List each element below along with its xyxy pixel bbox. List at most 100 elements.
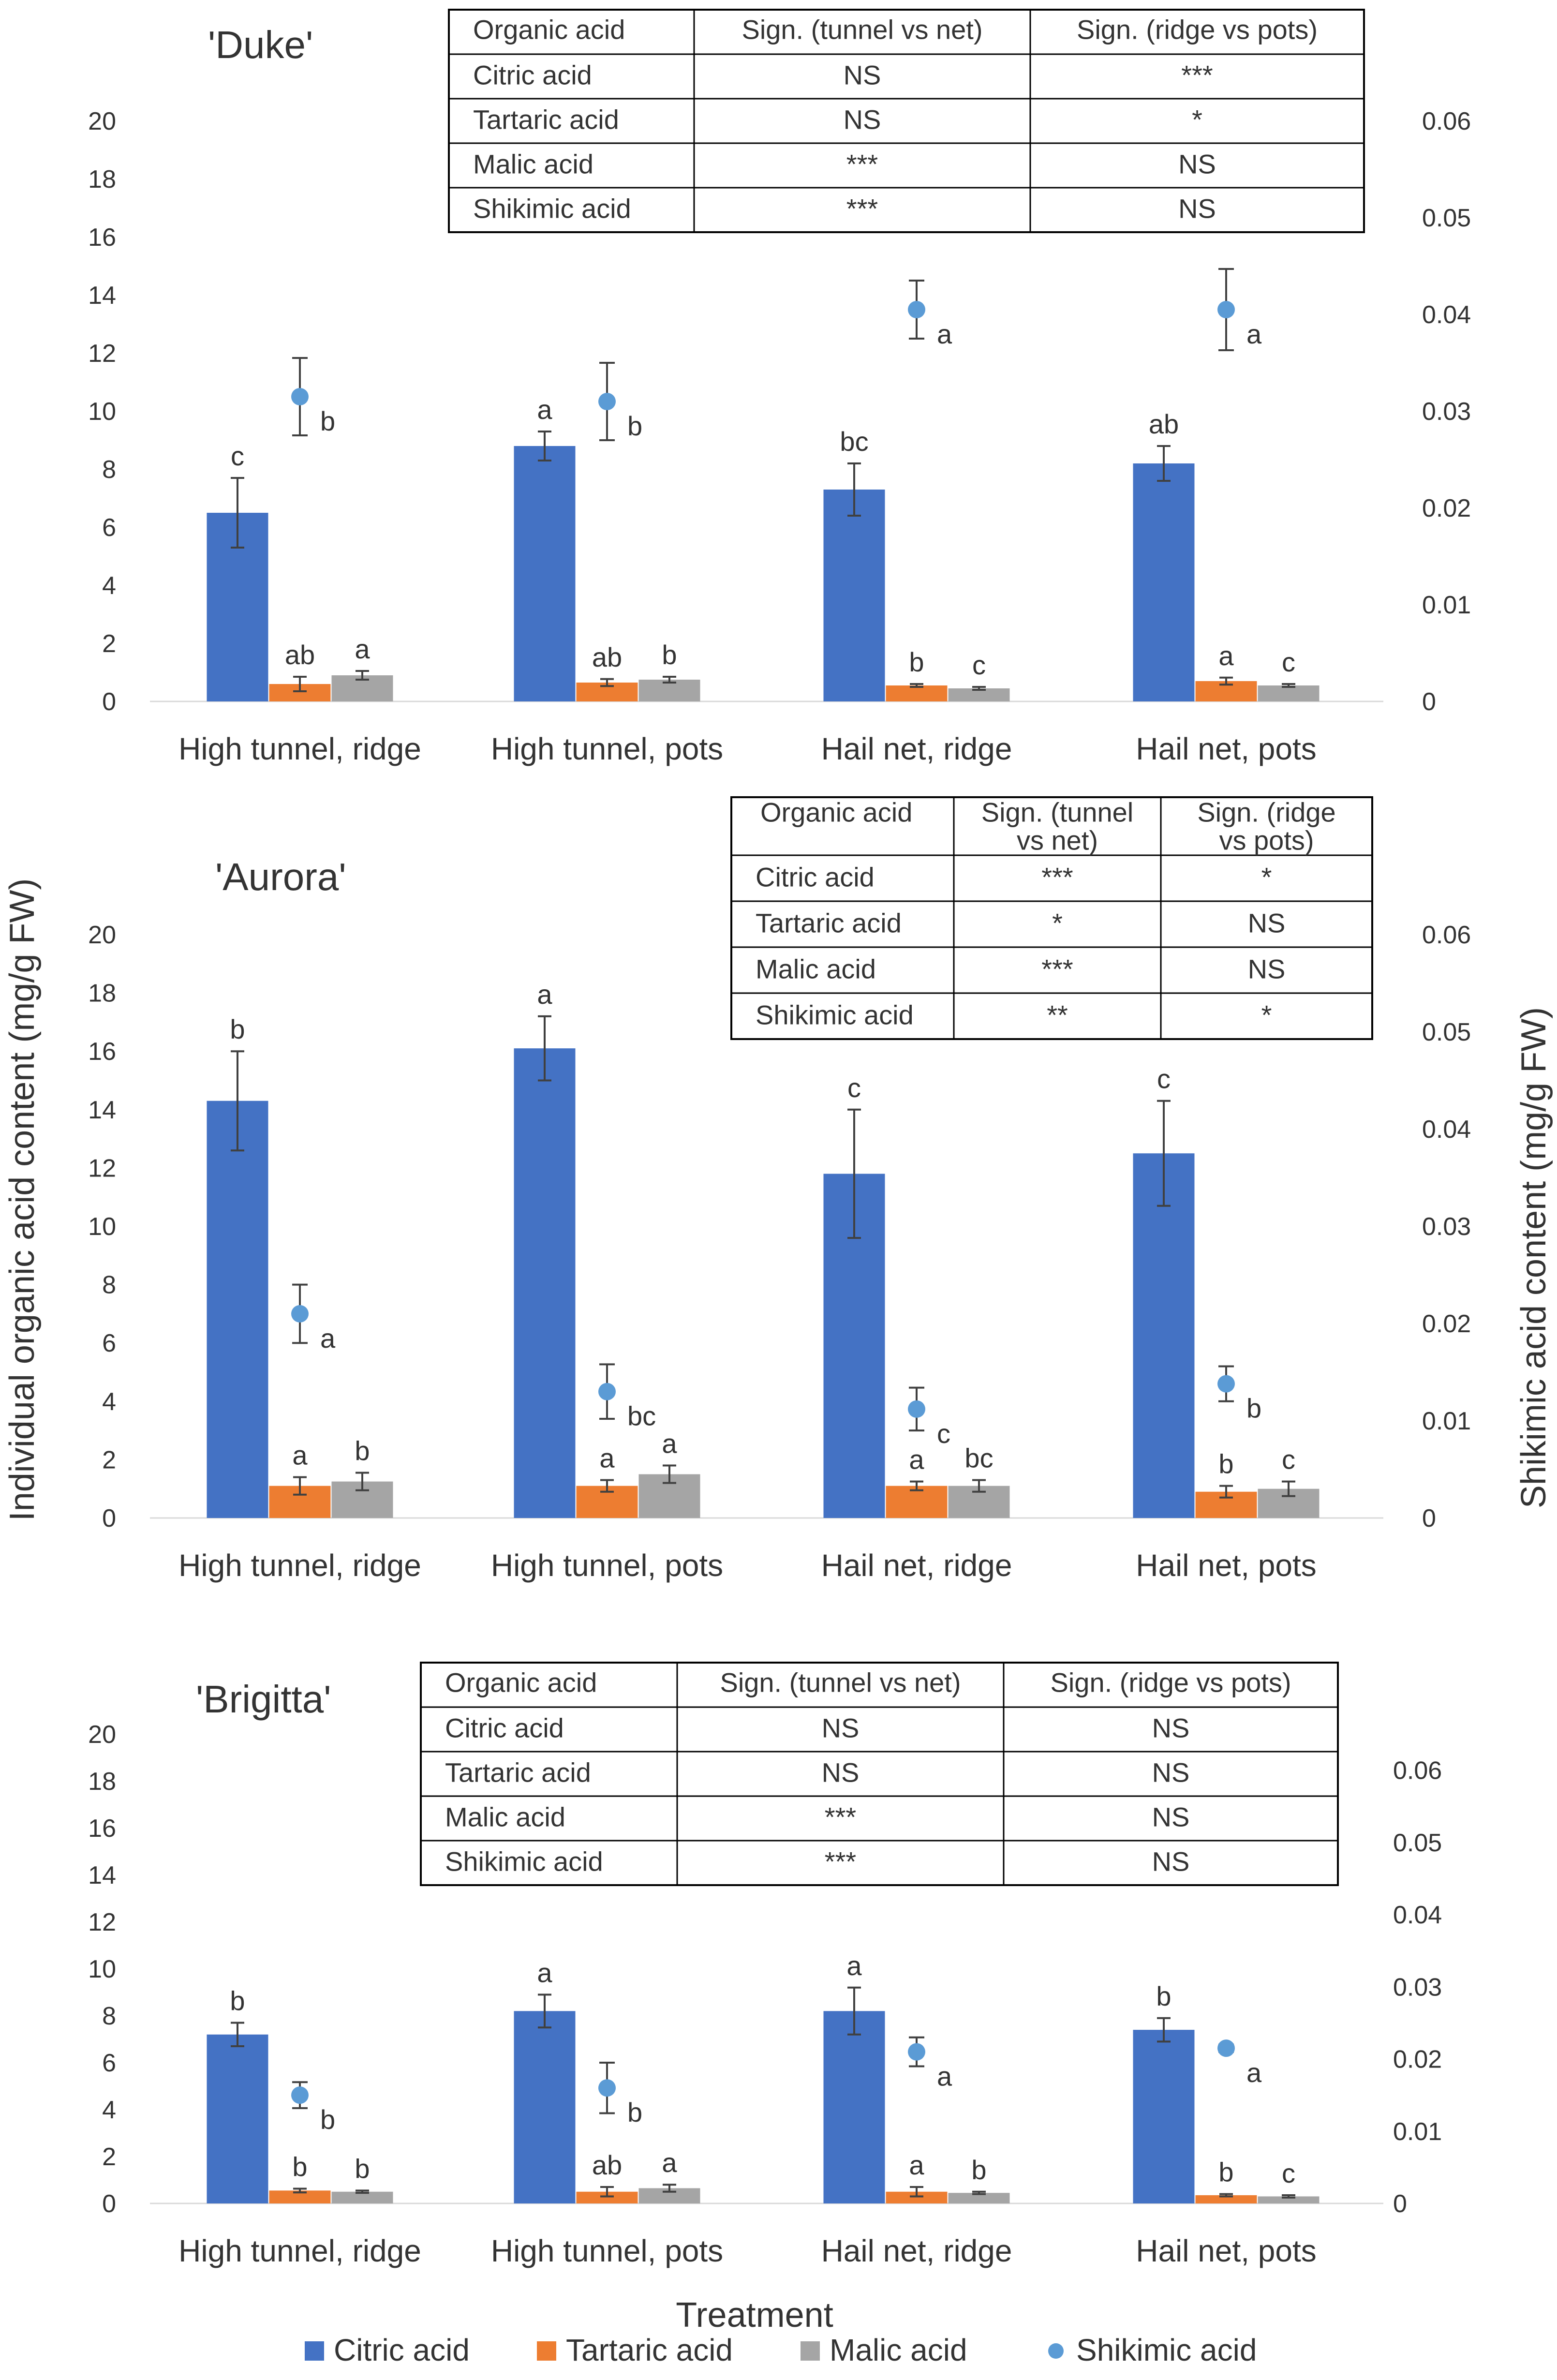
table-cell: *	[1052, 908, 1063, 938]
table-cell: ***	[825, 1802, 856, 1832]
legend-swatch	[305, 2341, 324, 2361]
significance-letter: b	[627, 2097, 642, 2127]
table-cell: NS	[1152, 1802, 1190, 1832]
table-header-cell: Organic acid	[473, 15, 625, 45]
significance-letter: b	[355, 2153, 370, 2184]
bar-citric	[207, 2034, 268, 2203]
right-tick-label: 0	[1422, 1504, 1436, 1532]
point-shikimic	[291, 1305, 309, 1323]
table-header-cell: Organic acid	[445, 1667, 597, 1698]
table-cell: NS	[1248, 908, 1286, 938]
table-cell: NS	[1152, 1713, 1190, 1743]
right-tick-label: 0	[1422, 688, 1436, 716]
table-header-cell: Sign. (tunnel vs net)	[720, 1667, 961, 1698]
significance-letter: b	[292, 2151, 307, 2182]
left-tick-label: 20	[88, 107, 116, 135]
left-tick-label: 18	[88, 1768, 116, 1796]
significance-letter: a	[355, 634, 370, 664]
right-tick-label: 0.04	[1393, 1901, 1442, 1929]
table-cell: NS	[1178, 193, 1216, 224]
left-tick-label: 20	[88, 1721, 116, 1749]
table-cell: Citric acid	[756, 862, 875, 892]
significance-letter: b	[662, 640, 677, 670]
bar-citric	[514, 446, 576, 701]
significance-letter: c	[1157, 1064, 1171, 1094]
right-tick-label: 0.02	[1422, 1310, 1471, 1338]
table-cell: NS	[1152, 1757, 1190, 1788]
point-shikimic	[1217, 1375, 1235, 1393]
category-label: High tunnel, pots	[491, 2233, 723, 2268]
legend-swatch	[537, 2341, 556, 2361]
right-tick-label: 0.03	[1393, 1973, 1442, 2001]
right-tick-label: 0.04	[1422, 1116, 1471, 1144]
significance-letter: a	[662, 2147, 677, 2178]
right-tick-label: 0.03	[1422, 398, 1471, 426]
point-shikimic	[908, 301, 925, 318]
table-cell: Citric acid	[473, 60, 592, 90]
panel-duke: 'Duke' 0 2 4 6 8 10 12 14 16 18 20 0 0.01 0.02 0.03 0.04…	[88, 9, 1471, 766]
x-axis-title: Treatment	[676, 2296, 833, 2335]
bar-tartaric	[1195, 2195, 1257, 2203]
significance-letter: b	[230, 1014, 245, 1044]
table-cell: Citric acid	[445, 1713, 564, 1743]
left-tick-label: 16	[88, 1038, 116, 1066]
table-header-cell: Sign. (tunnel vs net)	[981, 797, 1133, 855]
panel-aurora: 'Aurora' 0 2 4 6 8 10 12 14 16 18 20 0 0.01 0.02 0.03 0.…	[88, 796, 1471, 1583]
bar-citric	[823, 490, 885, 701]
significance-table: Organic acid Sign. (tunnel vs net) Sign. (…	[448, 9, 1365, 233]
significance-letter: ab	[592, 642, 622, 672]
table-header-cell: Sign. (ridge vs pots)	[1197, 797, 1335, 855]
bar-malic	[1258, 2196, 1320, 2203]
significance-letter: a	[1218, 640, 1234, 671]
significance-letter: c	[1282, 647, 1295, 677]
significance-letter: a	[846, 1950, 862, 1981]
left-tick-label: 4	[102, 1388, 116, 1416]
left-tick-label: 12	[88, 1154, 116, 1182]
left-tick-label: 14	[88, 282, 116, 310]
legend-swatch	[801, 2341, 820, 2361]
table-cell: NS	[844, 60, 881, 90]
table-cell: Shikimic acid	[473, 193, 631, 224]
table-cell: Shikimic acid	[756, 1000, 914, 1030]
legend: Citric acid Tartaric acid Malic acid Shikim…	[305, 2333, 1257, 2367]
left-tick-label: 10	[88, 398, 116, 426]
category-label: Hail net, pots	[1136, 2233, 1317, 2268]
table-cell: ***	[1181, 60, 1213, 90]
bar-citric	[207, 1101, 268, 1518]
left-tick-label: 2	[102, 2143, 116, 2171]
significance-letter: c	[972, 650, 986, 680]
significance-table: Organic acid Sign. (tunnel vs net) Sign. (…	[420, 1662, 1339, 1886]
table-cell: NS	[844, 104, 881, 135]
bar-citric	[514, 2011, 576, 2203]
significance-table: Organic acid Sign. (tunnel vs net) Sign. (r…	[730, 796, 1373, 1040]
left-tick-label: 16	[88, 223, 116, 252]
significance-letter: a	[909, 2150, 924, 2180]
legend-swatch-point	[1048, 2343, 1064, 2359]
right-tick-label: 0.06	[1422, 107, 1471, 135]
right-tick-label: 0.05	[1422, 1018, 1471, 1046]
left-tick-label: 6	[102, 514, 116, 542]
table-border	[730, 796, 1373, 1040]
significance-letter: c	[1282, 1444, 1295, 1475]
bar-citric	[1133, 463, 1195, 701]
right-tick-label: 0.05	[1393, 1829, 1442, 1857]
right-tick-label: 0.05	[1422, 204, 1471, 232]
point-shikimic	[1217, 2039, 1235, 2057]
category-label: Hail net, pots	[1136, 731, 1317, 766]
point-shikimic	[291, 388, 309, 405]
left-tick-label: 10	[88, 1955, 116, 1983]
significance-letter: ab	[1149, 409, 1179, 439]
significance-letter: a	[320, 1323, 336, 1354]
category-label: High tunnel, pots	[491, 731, 723, 766]
table-cell: NS	[822, 1757, 860, 1788]
table-cell: *	[1261, 1000, 1272, 1030]
right-tick-label: 0.01	[1422, 1407, 1471, 1435]
significance-letter: a	[1246, 319, 1262, 349]
category-label: High tunnel, ridge	[178, 2233, 421, 2268]
left-tick-label: 6	[102, 1329, 116, 1357]
significance-letter: c	[1282, 2158, 1295, 2188]
left-tick-label: 8	[102, 2002, 116, 2030]
significance-letter: c	[847, 1072, 861, 1103]
left-tick-label: 12	[88, 340, 116, 368]
